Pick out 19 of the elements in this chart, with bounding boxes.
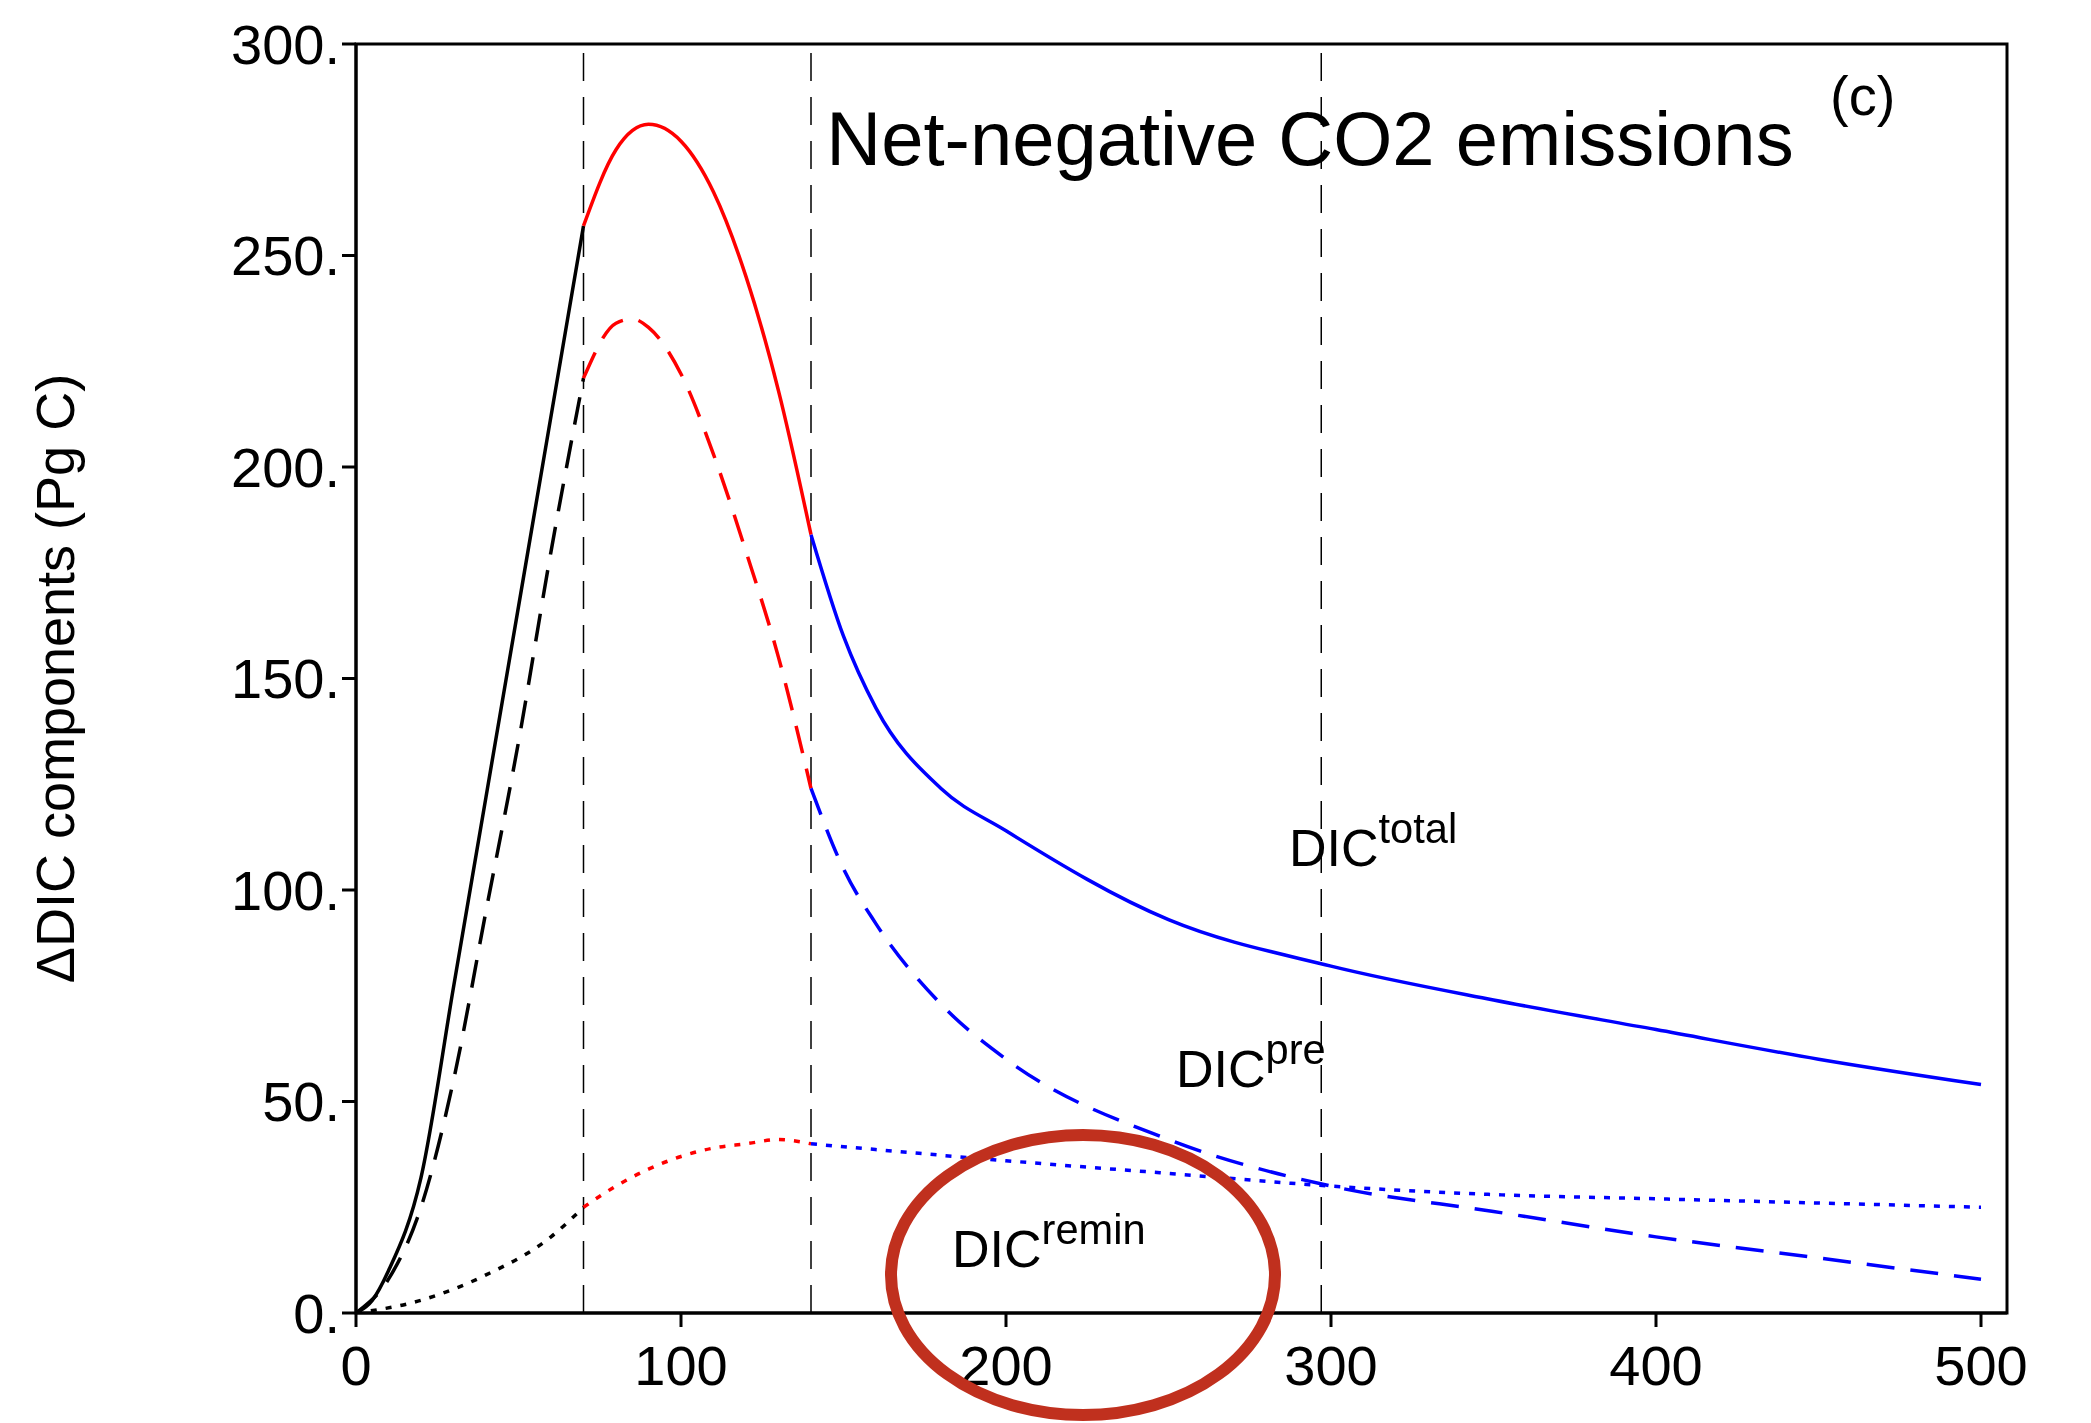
x-tick-label: 500 (1934, 1333, 2028, 1397)
y-axis-title: ΔDIC components (Pg C) (25, 373, 86, 984)
y-tick-label: 0. (293, 1281, 340, 1345)
annotation: DIC$^{total}$ (1289, 804, 1458, 877)
annotation: (c) (1830, 64, 1896, 127)
x-tick-label: 400 (1609, 1333, 1703, 1397)
y-tick-label: 150. (231, 647, 340, 711)
x-tick-label: 100 (634, 1333, 728, 1397)
x-tick-label: 0 (340, 1333, 372, 1397)
y-tick-label: 200. (231, 435, 340, 499)
y-tick-label: 300. (231, 12, 340, 76)
annotation: DIC$^{remin}$ (952, 1205, 1146, 1278)
text: Net-negative CO2 emissions (826, 96, 1794, 181)
x-tick-label: 200 (959, 1333, 1053, 1397)
annotation: DIC$^{pre}$ (1176, 1025, 1326, 1098)
y-tick-label: 50. (262, 1070, 340, 1134)
y-tick-label: 250. (231, 224, 340, 288)
x-tick-label: 300 (1284, 1333, 1378, 1397)
y-tick-label: 100. (231, 858, 340, 922)
